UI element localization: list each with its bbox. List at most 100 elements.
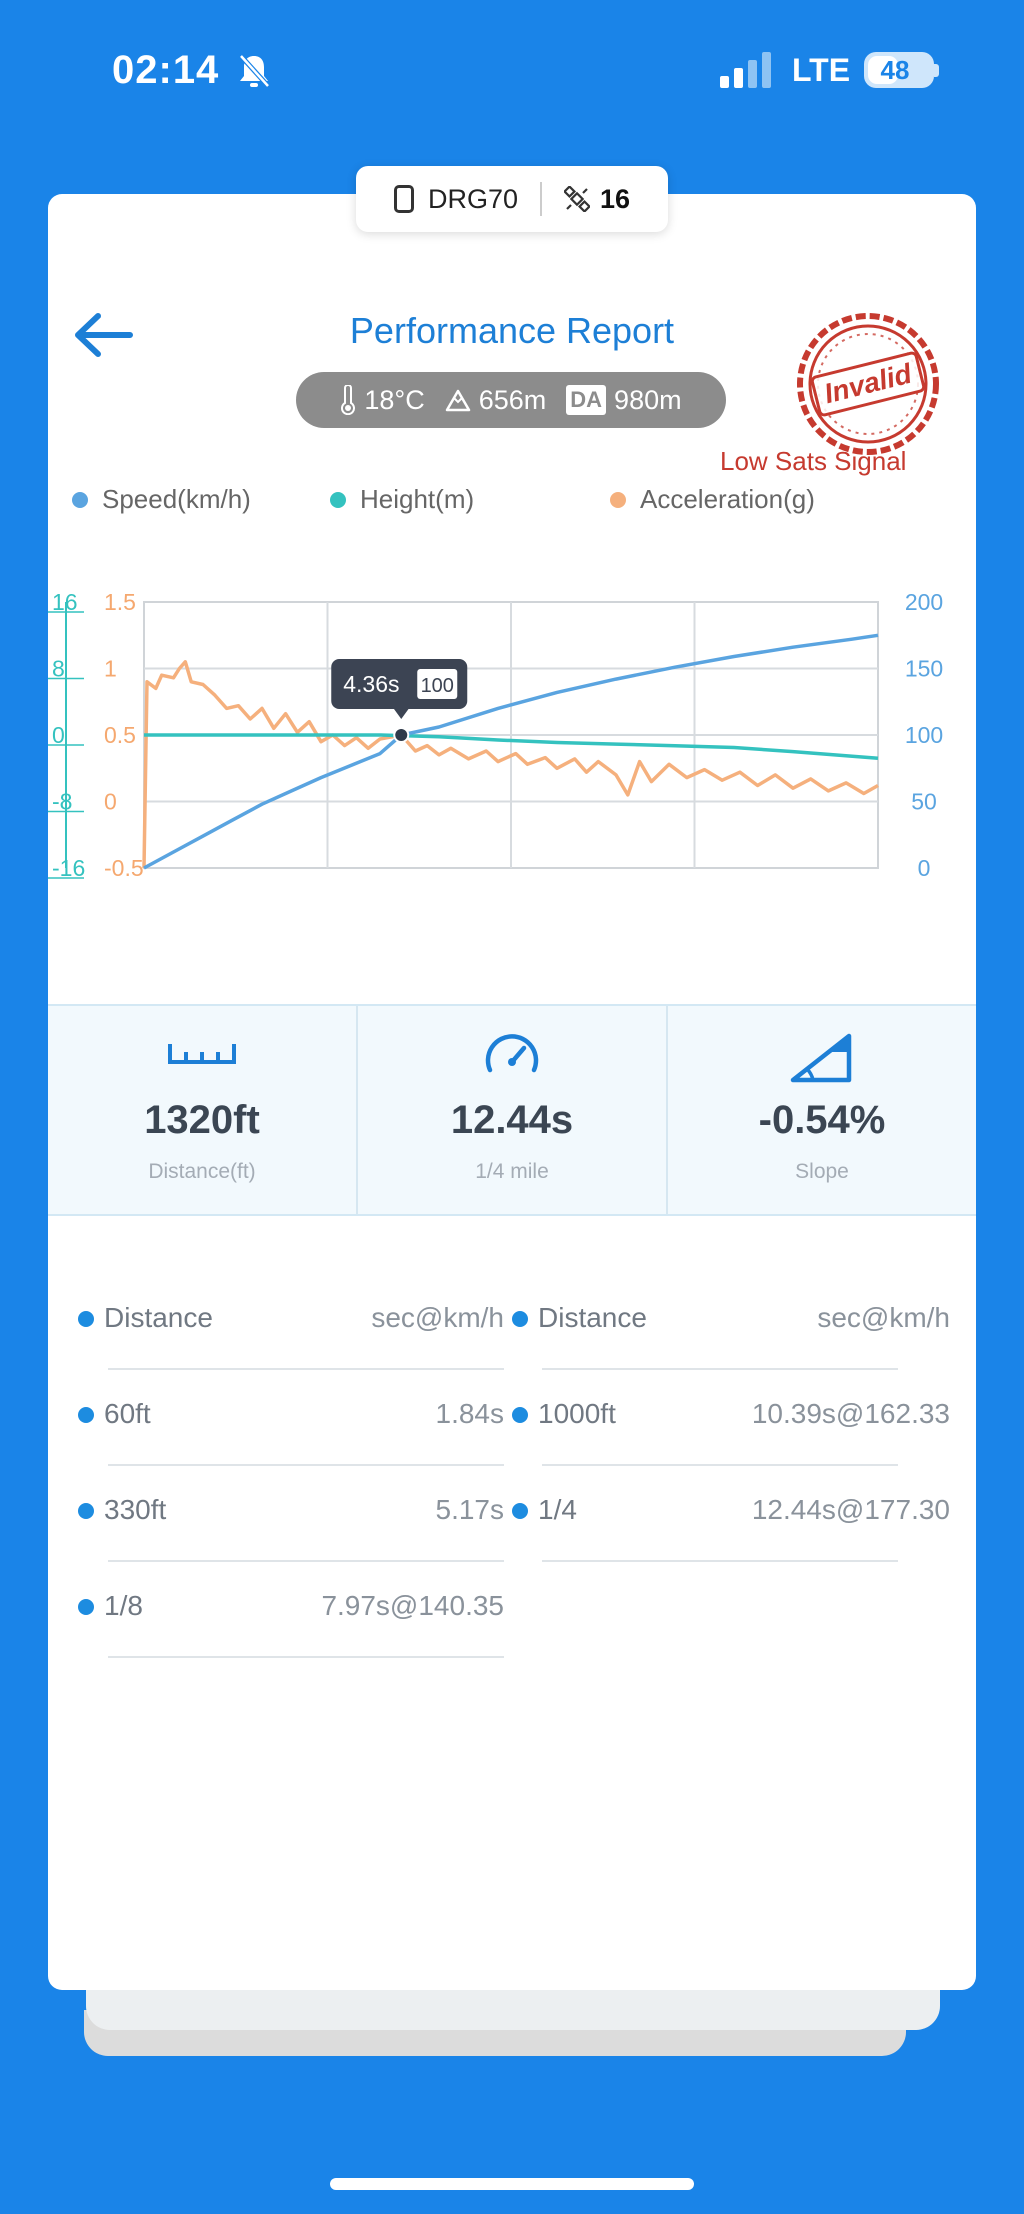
split-divider <box>542 1368 898 1370</box>
device-name: DRG70 <box>427 183 518 214</box>
split-dot <box>78 1599 94 1615</box>
split-dot <box>78 1407 94 1423</box>
split-dot <box>512 1503 528 1519</box>
split-name: 330ft <box>104 1494 167 1525</box>
da-badge: DA <box>566 385 607 415</box>
height-tick-label: -8 <box>52 789 72 815</box>
battery-level: 48 <box>880 55 910 85</box>
speed-tick-label: 200 <box>905 589 943 615</box>
split-value: sec@km/h <box>817 1302 950 1333</box>
stat-time: 12.44s 1/4 mile <box>356 1006 666 1214</box>
split-value: 5.17s <box>435 1494 505 1525</box>
stat-slope-label: Slope <box>795 1160 849 1183</box>
temperature-value: 18°C <box>364 384 425 415</box>
speed-tick-label: 50 <box>911 789 937 815</box>
acceleration-tick-label: 1.5 <box>104 589 136 615</box>
split-left-header: Distance sec@km/h <box>78 1274 504 1370</box>
stat-time-value: 12.44s <box>450 1098 574 1142</box>
battery-tip <box>934 64 939 77</box>
split-60ft: 60ft 1.84s <box>78 1370 504 1466</box>
split-name: Distance <box>104 1302 213 1333</box>
height-tick-label: -16 <box>52 855 85 881</box>
back-arrow-icon[interactable] <box>70 308 136 362</box>
legend-height-dot <box>330 491 346 508</box>
split-quarter-mile: 1/4 12.44s@177.30 <box>512 1466 950 1562</box>
split-divider <box>108 1560 504 1562</box>
split-1000ft: 1000ft 10.39s@162.33 <box>512 1370 950 1466</box>
split-dot <box>512 1407 528 1423</box>
altitude-item: 656m <box>445 384 547 416</box>
card-stack-middle <box>86 1990 940 2030</box>
invalid-stamp: Invalid <box>796 312 940 456</box>
split-dot <box>78 1503 94 1519</box>
acceleration-tick-label: 1 <box>104 656 117 682</box>
satellite-count: 16 <box>599 183 631 214</box>
legend-acceleration-label: Acceleration(g) <box>640 484 815 514</box>
chart-legend: Speed(km/h) Height(m) Acceleration(g) <box>72 484 972 524</box>
height-tick-label: 16 <box>52 589 78 615</box>
split-value: sec@km/h <box>371 1302 504 1333</box>
split-name: 1000ft <box>538 1398 616 1429</box>
split-name: Distance <box>538 1302 647 1333</box>
network-type: LTE <box>792 52 851 88</box>
device-pill[interactable]: DRG70 16 <box>356 166 668 232</box>
battery-fill <box>868 56 898 84</box>
height-tick-label: 8 <box>52 656 65 682</box>
conditions-pill: 18°C 656m DA 980m <box>296 372 726 428</box>
low-sats-warning: Low Sats Signal <box>720 446 907 476</box>
density-altitude-item: DA 980m <box>566 384 682 416</box>
legend-speed-dot <box>72 491 88 508</box>
series-line-accel <box>142 660 879 869</box>
split-dot <box>512 1311 528 1327</box>
split-value: 7.97s@140.35 <box>321 1590 504 1621</box>
split-dot <box>78 1311 94 1327</box>
pill-divider <box>539 182 542 216</box>
density-altitude-value: 980m <box>614 384 682 415</box>
split-divider <box>108 1368 504 1370</box>
acceleration-tick-label: -0.5 <box>104 855 144 881</box>
summary-stats: 1320ft Distance(ft) 12.44s 1/4 mile -0.5… <box>48 1004 976 1216</box>
split-divider <box>108 1656 504 1658</box>
page-title: Performance Report <box>349 310 675 351</box>
stat-slope: -0.54% Slope <box>666 1006 976 1214</box>
split-divider <box>542 1464 898 1466</box>
acceleration-tick-label: 0 <box>104 789 117 815</box>
legend-speed-label: Speed(km/h) <box>102 484 251 514</box>
home-indicator[interactable] <box>330 2178 694 2190</box>
legend-height-label: Height(m) <box>360 484 475 514</box>
series-line-height <box>144 733 879 761</box>
split-value: 12.44s@177.30 <box>751 1494 950 1525</box>
legend-acceleration-dot <box>610 491 626 508</box>
device-icon <box>393 185 414 213</box>
legend-speed[interactable]: Speed(km/h) <box>72 484 251 515</box>
tooltip-value-box <box>417 669 458 699</box>
temperature-item: 18°C <box>340 384 425 416</box>
bell-muted-icon <box>239 54 270 88</box>
acceleration-tick-label: 0.5 <box>104 722 136 748</box>
split-value: 10.39s@162.33 <box>751 1398 950 1429</box>
speed-tick-label: 0 <box>918 855 931 881</box>
legend-acceleration[interactable]: Acceleration(g) <box>610 484 815 515</box>
status-bar: 02:14 LTE 48 <box>0 0 1024 150</box>
legend-height[interactable]: Height(m) <box>330 484 474 515</box>
stat-distance: 1320ft Distance(ft) <box>48 1006 356 1214</box>
split-right-header: Distance sec@km/h <box>512 1274 950 1370</box>
split-divider <box>108 1464 504 1466</box>
stat-distance-label: Distance(ft) <box>148 1160 256 1183</box>
thermometer-icon <box>341 385 356 415</box>
split-name: 1/4 <box>538 1494 577 1525</box>
stat-time-label: 1/4 mile <box>475 1160 549 1183</box>
stat-distance-value: 1320ft <box>144 1098 260 1142</box>
report-card: Performance Report 18°C 656m DA 980m <box>48 194 976 1990</box>
stat-slope-value: -0.54% <box>758 1098 886 1142</box>
split-330ft: 330ft 5.17s <box>78 1466 504 1562</box>
altitude-value: 656m <box>478 384 547 415</box>
battery-icon: 48 <box>864 52 934 88</box>
performance-chart[interactable]: 16 8 0 -8 -16 1.5 1 0.5 0 -0.5 200 150 100 50 0 4.36s 10… <box>48 534 976 1174</box>
status-time: 02:14 <box>112 48 220 92</box>
speedometer-icon <box>485 1034 539 1073</box>
tooltip-pointer <box>393 708 410 719</box>
slope-icon <box>790 1033 852 1083</box>
tooltip-value: 100 <box>421 675 454 697</box>
tooltip-time: 4.36s <box>343 671 399 697</box>
